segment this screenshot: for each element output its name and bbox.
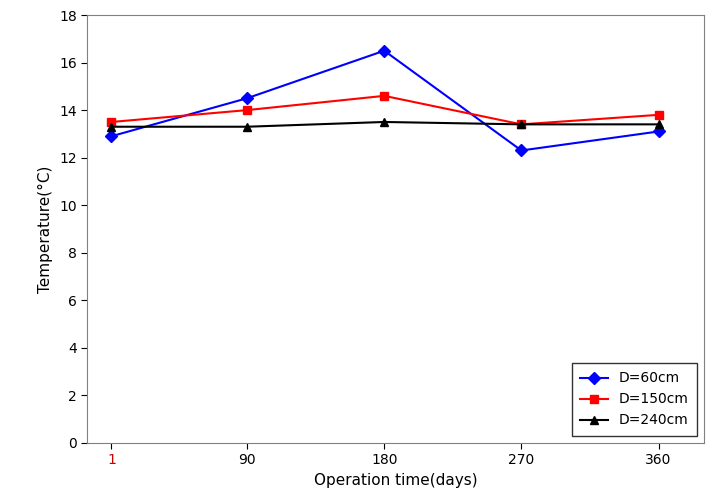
Legend: D=60cm, D=150cm, D=240cm: D=60cm, D=150cm, D=240cm: [572, 363, 697, 436]
X-axis label: Operation time(days): Operation time(days): [314, 473, 478, 487]
Line: D=240cm: D=240cm: [107, 118, 663, 131]
D=240cm: [380, 119, 388, 125]
Y-axis label: Temperature(°C): Temperature(°C): [38, 165, 54, 293]
Line: D=150cm: D=150cm: [107, 92, 663, 129]
D=150cm: [107, 119, 116, 125]
Line: D=60cm: D=60cm: [107, 47, 663, 154]
D=60cm: [242, 95, 251, 101]
D=60cm: [517, 147, 526, 153]
D=60cm: [380, 48, 388, 54]
D=60cm: [654, 128, 663, 134]
D=240cm: [517, 121, 526, 127]
D=150cm: [242, 107, 251, 113]
D=240cm: [654, 121, 663, 127]
D=60cm: [107, 133, 116, 139]
D=240cm: [107, 124, 116, 130]
D=240cm: [242, 124, 251, 130]
D=150cm: [654, 112, 663, 118]
D=150cm: [517, 121, 526, 127]
D=150cm: [380, 93, 388, 99]
